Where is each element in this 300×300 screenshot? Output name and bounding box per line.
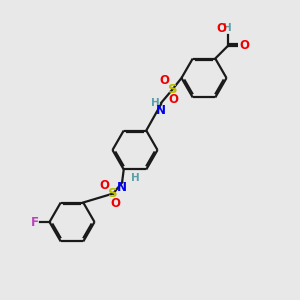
Text: H: H <box>131 173 140 183</box>
Text: O: O <box>159 74 169 88</box>
Text: H: H <box>151 98 160 108</box>
Text: N: N <box>156 104 166 117</box>
Text: S: S <box>108 187 118 200</box>
Text: S: S <box>168 83 177 96</box>
Text: F: F <box>31 215 39 229</box>
Text: N: N <box>117 181 127 194</box>
Text: O: O <box>110 197 120 210</box>
Text: O: O <box>217 22 227 34</box>
Text: H: H <box>224 23 232 33</box>
Text: O: O <box>99 179 109 193</box>
Text: O: O <box>239 39 249 52</box>
Text: O: O <box>168 93 178 106</box>
